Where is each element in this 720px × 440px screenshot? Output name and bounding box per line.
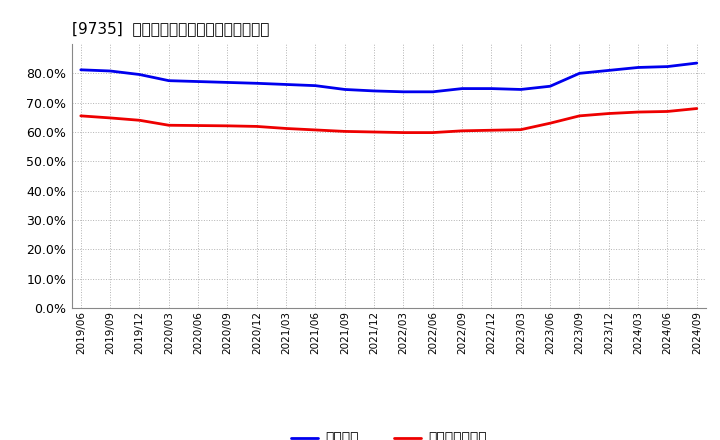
固定長期適合率 xyxy=(194,123,202,128)
固定比率 xyxy=(194,79,202,84)
Legend: 固定比率, 固定長期適合率: 固定比率, 固定長期適合率 xyxy=(285,426,492,440)
固定比率 xyxy=(164,78,173,83)
固定比率 xyxy=(487,86,496,91)
固定長期適合率 xyxy=(164,123,173,128)
固定比率 xyxy=(370,88,379,94)
固定比率 xyxy=(399,89,408,95)
固定長期適合率 xyxy=(311,127,320,132)
固定比率 xyxy=(76,67,85,73)
固定比率 xyxy=(605,68,613,73)
固定比率 xyxy=(253,81,261,86)
Line: 固定比率: 固定比率 xyxy=(81,63,697,92)
固定長期適合率 xyxy=(253,124,261,129)
固定比率 xyxy=(341,87,349,92)
固定長期適合率 xyxy=(458,128,467,133)
固定長期適合率 xyxy=(693,106,701,111)
固定長期適合率 xyxy=(399,130,408,135)
固定長期適合率 xyxy=(282,126,290,131)
固定長期適合率 xyxy=(634,110,642,115)
固定比率 xyxy=(516,87,525,92)
固定比率 xyxy=(311,83,320,88)
固定長期適合率 xyxy=(341,129,349,134)
Line: 固定長期適合率: 固定長期適合率 xyxy=(81,109,697,132)
固定比率 xyxy=(634,65,642,70)
固定比率 xyxy=(663,64,672,69)
固定比率 xyxy=(282,82,290,87)
固定長期適合率 xyxy=(106,115,114,121)
固定比率 xyxy=(546,84,554,89)
固定長期適合率 xyxy=(76,113,85,118)
固定長期適合率 xyxy=(135,117,144,123)
固定長期適合率 xyxy=(223,123,232,128)
固定長期適合率 xyxy=(370,129,379,135)
固定比率 xyxy=(106,68,114,73)
固定比率 xyxy=(223,80,232,85)
Text: [9735]  固定比率、固定長期適合率の推移: [9735] 固定比率、固定長期適合率の推移 xyxy=(72,21,269,36)
固定比率 xyxy=(575,71,584,76)
固定長期適合率 xyxy=(575,113,584,118)
固定比率 xyxy=(135,72,144,77)
固定長期適合率 xyxy=(546,121,554,126)
固定長期適合率 xyxy=(605,111,613,116)
固定長期適合率 xyxy=(428,130,437,135)
固定比率 xyxy=(693,60,701,66)
固定長期適合率 xyxy=(516,127,525,132)
固定長期適合率 xyxy=(663,109,672,114)
固定比率 xyxy=(428,89,437,95)
固定長期適合率 xyxy=(487,128,496,133)
固定比率 xyxy=(458,86,467,91)
